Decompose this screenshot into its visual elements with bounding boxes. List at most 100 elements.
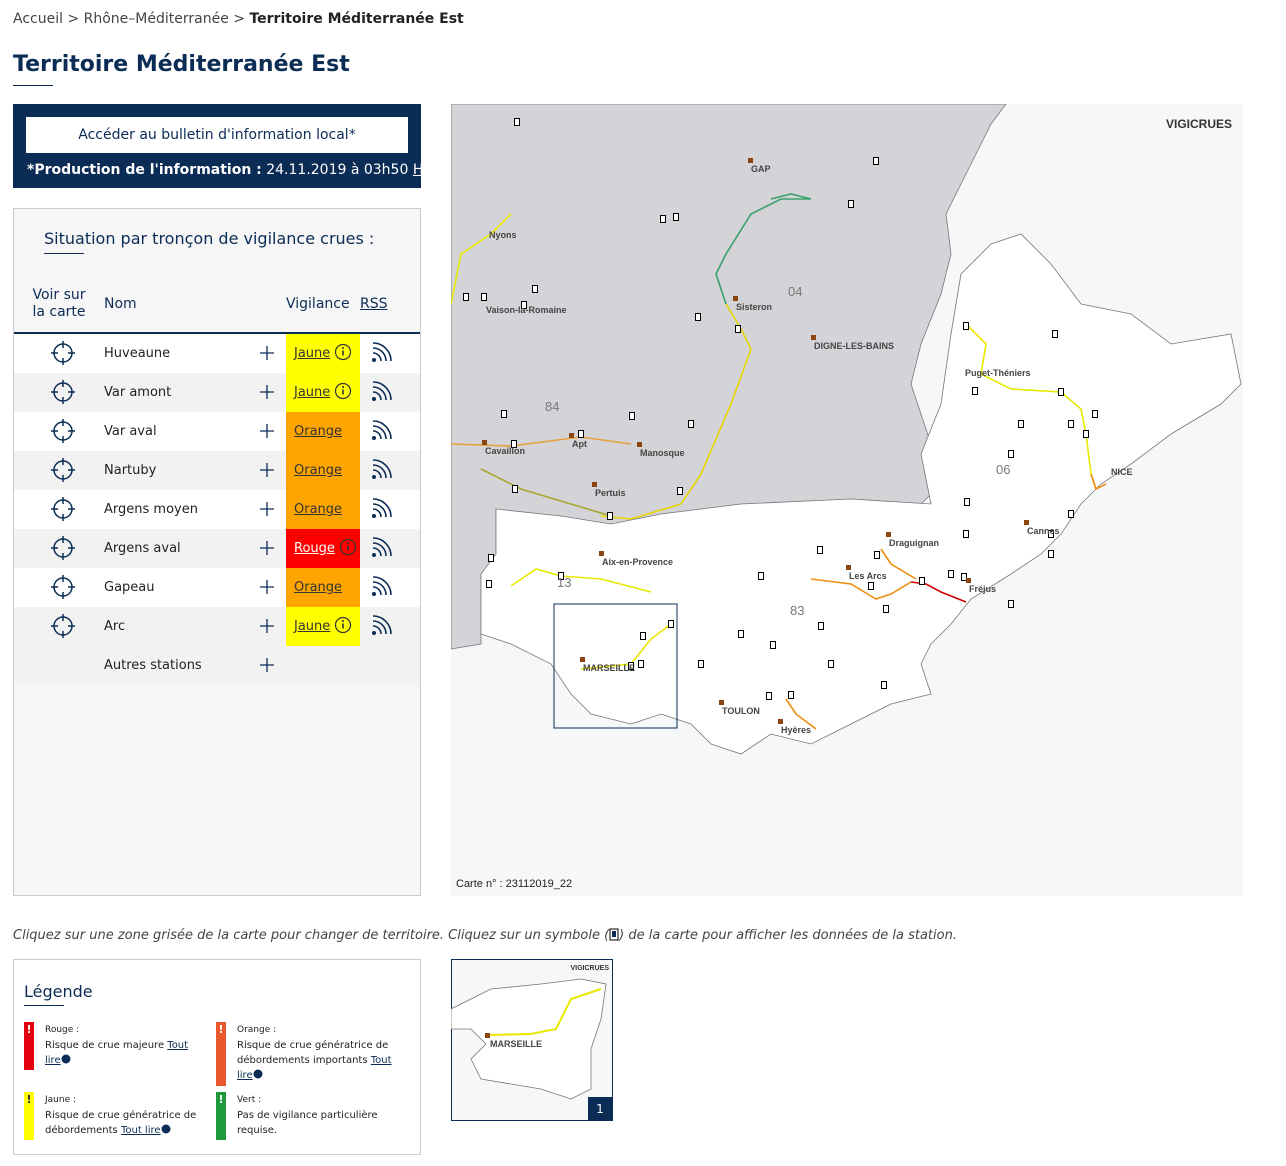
- station[interactable]: [578, 430, 584, 438]
- station[interactable]: [961, 573, 967, 581]
- station[interactable]: [874, 551, 880, 559]
- station[interactable]: [1018, 420, 1024, 428]
- map[interactable]: VIGICRUES Carte n° : 23112019_22 GAP Nyon…: [451, 104, 1243, 896]
- station[interactable]: [868, 582, 874, 590]
- station[interactable]: [638, 660, 644, 668]
- crumb-link[interactable]: Accueil: [13, 11, 63, 27]
- expand-button[interactable]: [259, 501, 275, 521]
- station[interactable]: [919, 577, 925, 585]
- crumb-link[interactable]: Rhône–Méditerranée: [83, 11, 229, 27]
- locate-button[interactable]: [50, 457, 76, 487]
- station[interactable]: [607, 512, 613, 520]
- station[interactable]: [788, 691, 794, 699]
- read-more[interactable]: Tout lire: [237, 1055, 392, 1081]
- expand-button[interactable]: [259, 462, 275, 482]
- station[interactable]: [558, 572, 564, 580]
- vigilance-link[interactable]: Jaune: [294, 346, 331, 361]
- station[interactable]: [481, 293, 487, 301]
- station[interactable]: [828, 660, 834, 668]
- rss-button[interactable]: [370, 381, 392, 407]
- rss-button[interactable]: [370, 342, 392, 368]
- station[interactable]: [1068, 420, 1074, 428]
- station[interactable]: [972, 387, 978, 395]
- station[interactable]: [964, 498, 970, 506]
- station[interactable]: [1083, 430, 1089, 438]
- station[interactable]: [817, 546, 823, 554]
- rss-button[interactable]: [370, 537, 392, 563]
- station[interactable]: [881, 681, 887, 689]
- read-more[interactable]: Tout lire: [45, 1040, 189, 1066]
- vigilance-link[interactable]: Rouge: [294, 541, 335, 556]
- station[interactable]: [1048, 550, 1054, 558]
- read-more[interactable]: Tout lire: [120, 1125, 161, 1136]
- station[interactable]: [770, 641, 776, 649]
- station[interactable]: [1052, 330, 1058, 338]
- table-row: Nartuby Orange: [14, 451, 420, 517]
- station[interactable]: [883, 605, 889, 613]
- station[interactable]: [695, 313, 701, 321]
- station[interactable]: [873, 157, 879, 165]
- station[interactable]: [688, 420, 694, 428]
- rss-button[interactable]: [370, 459, 392, 485]
- station[interactable]: [668, 620, 674, 628]
- rss-button[interactable]: [370, 615, 392, 641]
- station[interactable]: [486, 580, 492, 588]
- station[interactable]: [677, 487, 683, 495]
- station[interactable]: [673, 213, 679, 221]
- station[interactable]: [1092, 410, 1098, 418]
- station[interactable]: [628, 662, 634, 670]
- station[interactable]: [766, 692, 772, 700]
- station[interactable]: [1048, 530, 1054, 538]
- station[interactable]: [629, 412, 635, 420]
- expand-button[interactable]: [259, 618, 275, 638]
- station[interactable]: [532, 285, 538, 293]
- station[interactable]: [512, 485, 518, 493]
- vigilance-link[interactable]: Orange: [294, 580, 343, 595]
- station[interactable]: [1008, 450, 1014, 458]
- station[interactable]: [848, 200, 854, 208]
- locate-button[interactable]: [50, 613, 76, 643]
- station[interactable]: [1068, 510, 1074, 518]
- vigilance-link[interactable]: Orange: [294, 502, 343, 517]
- station[interactable]: [758, 572, 764, 580]
- station[interactable]: [501, 410, 507, 418]
- station[interactable]: [514, 118, 520, 126]
- station[interactable]: [660, 215, 666, 223]
- locate-button[interactable]: [50, 574, 76, 604]
- rss-button[interactable]: [370, 576, 392, 602]
- vigilance-link[interactable]: Jaune: [294, 619, 331, 634]
- locate-button[interactable]: [50, 418, 76, 448]
- station[interactable]: [818, 622, 824, 630]
- station[interactable]: [698, 660, 704, 668]
- vigilance-link[interactable]: Orange: [294, 463, 343, 478]
- expand-button[interactable]: [259, 423, 275, 443]
- expand-button[interactable]: [259, 345, 275, 365]
- city-dot: [1024, 520, 1029, 525]
- station[interactable]: [1058, 388, 1064, 396]
- station[interactable]: [488, 554, 494, 562]
- expand-button[interactable]: [259, 540, 275, 560]
- rss-button[interactable]: [370, 420, 392, 446]
- expand-button[interactable]: [259, 579, 275, 599]
- rss-button[interactable]: [370, 498, 392, 524]
- locate-button[interactable]: [50, 535, 76, 565]
- locate-button[interactable]: [50, 340, 76, 370]
- station[interactable]: [511, 440, 517, 448]
- station[interactable]: [963, 530, 969, 538]
- vigilance-link[interactable]: Orange: [294, 424, 343, 439]
- station[interactable]: [735, 325, 741, 333]
- station[interactable]: [1008, 600, 1014, 608]
- bulletin-button[interactable]: Accéder au bulletin d'information local*: [26, 117, 408, 153]
- station[interactable]: [948, 570, 954, 578]
- locate-button[interactable]: [50, 496, 76, 526]
- station[interactable]: [963, 322, 969, 330]
- locate-button[interactable]: [50, 379, 76, 409]
- station[interactable]: [521, 301, 527, 309]
- expand-button[interactable]: [259, 384, 275, 404]
- station[interactable]: [738, 630, 744, 638]
- station[interactable]: [463, 293, 469, 301]
- station[interactable]: [640, 632, 646, 640]
- vigilance-link[interactable]: Jaune: [294, 385, 331, 400]
- expand-button[interactable]: [259, 657, 275, 677]
- minimap[interactable]: VIGICRUES MARSEILLE 1: [451, 959, 613, 1121]
